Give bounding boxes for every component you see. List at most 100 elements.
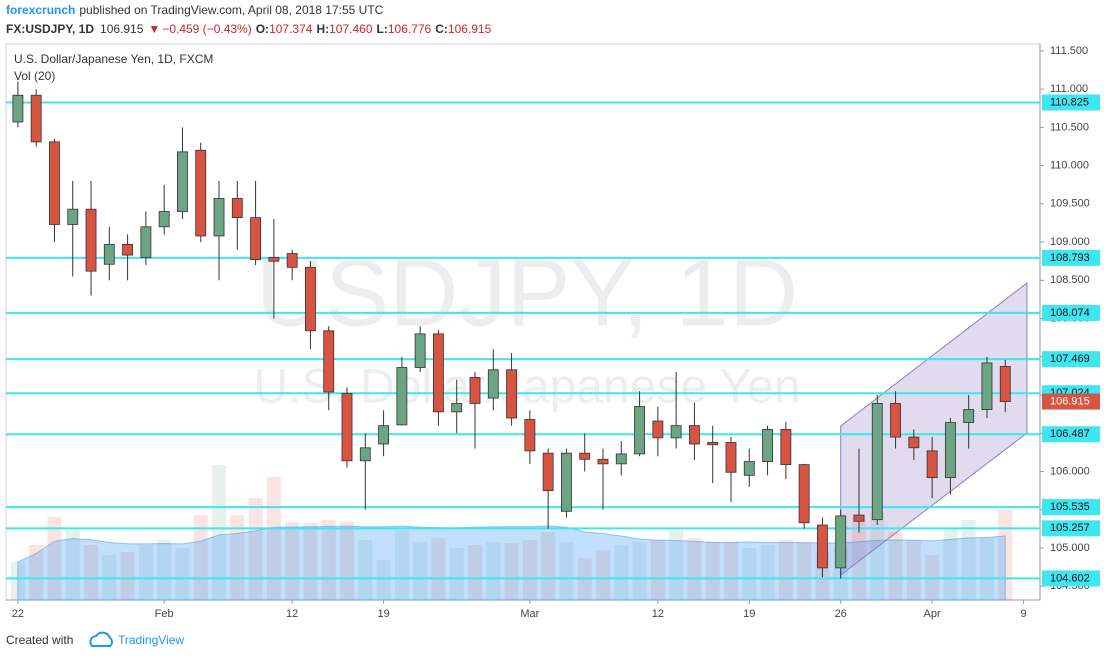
x-tick-label: Mar: [520, 608, 539, 620]
volume-bar: [723, 542, 739, 600]
tradingview-logo[interactable]: [89, 631, 113, 647]
volume-bar: [248, 498, 263, 600]
candle-body: [213, 198, 225, 237]
candle-body: [890, 403, 901, 438]
arrow: ▼: [148, 22, 160, 36]
x-tick-label: 19: [743, 608, 755, 620]
x-tick-label: 26: [835, 608, 847, 620]
published: published on TradingView.com, April 08, …: [79, 3, 383, 17]
volume-bar: [467, 545, 483, 600]
candle-body: [250, 217, 262, 261]
candle-body: [762, 429, 773, 462]
volume-bar: [175, 548, 190, 600]
symbol: FX:USDJPY, 1D: [6, 22, 94, 36]
y-tick-label: 111.000: [1050, 83, 1088, 95]
indicator-label: Vol (20): [14, 69, 55, 83]
candle-body: [835, 515, 847, 569]
author[interactable]: forexcrunch: [6, 3, 75, 17]
volume-bar: [65, 530, 80, 600]
candle-body: [414, 333, 426, 368]
x-tick-label: 9: [1020, 608, 1026, 620]
candle-body: [816, 524, 828, 569]
candle-body: [688, 425, 700, 445]
volume-bar: [797, 542, 812, 600]
candle-body: [85, 208, 97, 272]
candle-body: [670, 425, 682, 439]
background-layer: USDJPY, 1D U.S. Dollar/Japanese Yen: [253, 239, 800, 413]
volume-bar: [157, 540, 172, 600]
volume-bar: [943, 528, 958, 600]
watermark-subtitle: U.S. Dollar/Japanese Yen: [253, 361, 800, 414]
ohlc-label: C:: [435, 22, 448, 36]
chart-title: U.S. Dollar/Japanese Yen, 1D, FXCM: [14, 52, 213, 66]
volume-bar: [522, 540, 537, 600]
x-tick-label: 12: [286, 608, 298, 620]
candle-body: [926, 450, 938, 479]
candle-body: [908, 436, 920, 449]
x-tick-label: Apr: [924, 608, 941, 620]
candle-body: [487, 369, 499, 399]
level-label: 105.257: [1050, 522, 1090, 534]
volume-bar: [303, 523, 318, 600]
volume-bar: [321, 520, 336, 600]
x-tick-label: 22: [12, 608, 24, 620]
volume-bar: [486, 542, 501, 600]
volume-bar: [559, 542, 574, 600]
candle-body: [12, 94, 24, 123]
volume-bar: [705, 542, 720, 600]
volume-bar: [358, 540, 373, 600]
axes-layer: 111.500 111.000 110.500 110.000 109.500 109.0…: [12, 45, 1100, 620]
candles-layer: [12, 81, 1011, 579]
x-tick-label: 19: [377, 608, 389, 620]
candle-body: [396, 367, 408, 426]
level-label: 107.469: [1050, 353, 1090, 365]
candle-body: [30, 94, 42, 143]
candle-body: [122, 243, 134, 256]
y-tick-label: 105.000: [1050, 542, 1090, 554]
y-tick-label: 108.500: [1050, 274, 1090, 286]
level-label: 108.074: [1050, 307, 1090, 319]
candle-body: [634, 406, 645, 455]
candle-body: [231, 198, 243, 219]
volume-bar: [120, 552, 135, 600]
candle-body: [652, 420, 664, 439]
level-label-box: [1042, 520, 1100, 537]
candle-body: [359, 447, 371, 462]
candle-body: [323, 330, 335, 393]
volume-bar: [906, 540, 921, 600]
volume-bar: [669, 530, 684, 600]
candle-body: [433, 333, 444, 413]
candle-body: [597, 458, 609, 465]
volume-bar: [979, 538, 995, 600]
volume-bar: [376, 560, 391, 600]
footer-brand[interactable]: TradingView: [118, 633, 184, 647]
candle-body: [378, 425, 390, 445]
volume-bar: [285, 522, 300, 600]
volume-bar: [851, 518, 867, 600]
candle-body: [195, 149, 207, 237]
volume-bar: [431, 538, 446, 600]
volume-bar: [760, 545, 775, 600]
candle-body: [780, 429, 792, 466]
candle-body: [177, 151, 188, 212]
candle-body: [49, 141, 60, 225]
ohlc-label: O:: [256, 22, 269, 36]
volume-bar: [83, 545, 99, 600]
y-tick-label: 111.500: [1050, 45, 1088, 57]
symbol-line: FX:USDJPY, 1D 106.915 ▼ −0.459 (−0.43%) O:10…: [6, 22, 492, 36]
level-label: 108.793: [1050, 252, 1090, 264]
candle-body: [542, 452, 554, 492]
candle-body: [469, 377, 481, 404]
candle-body: [725, 442, 737, 473]
candle-body: [743, 461, 755, 476]
last-price-box: [1042, 393, 1100, 410]
candle-body: [963, 409, 975, 423]
volume-bar: [961, 520, 976, 600]
level-label: 105.535: [1050, 501, 1090, 513]
candle-body: [451, 403, 463, 413]
candle-body: [999, 366, 1011, 402]
volume-bar: [687, 538, 702, 600]
candle-body: [560, 452, 572, 512]
